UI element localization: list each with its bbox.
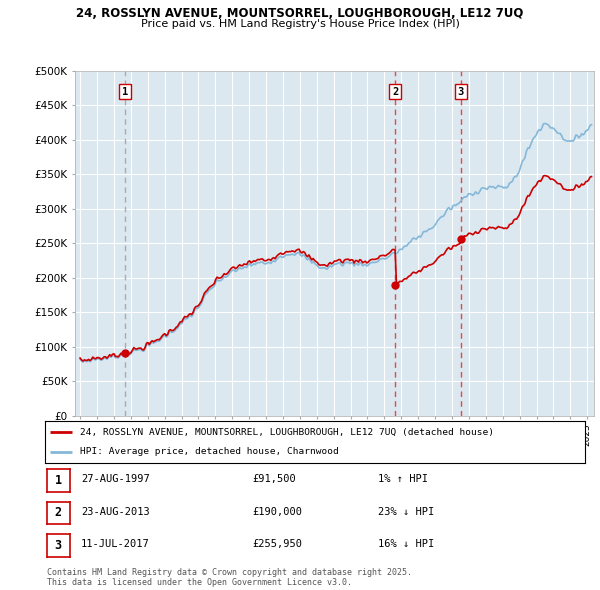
Text: 1% ↑ HPI: 1% ↑ HPI (378, 474, 428, 484)
Text: 24, ROSSLYN AVENUE, MOUNTSORREL, LOUGHBOROUGH, LE12 7UQ: 24, ROSSLYN AVENUE, MOUNTSORREL, LOUGHBO… (76, 7, 524, 20)
Text: £91,500: £91,500 (252, 474, 296, 484)
Text: HPI: Average price, detached house, Charnwood: HPI: Average price, detached house, Char… (80, 447, 339, 456)
Text: 24, ROSSLYN AVENUE, MOUNTSORREL, LOUGHBOROUGH, LE12 7UQ (detached house): 24, ROSSLYN AVENUE, MOUNTSORREL, LOUGHBO… (80, 428, 494, 437)
Text: 27-AUG-1997: 27-AUG-1997 (81, 474, 150, 484)
Text: 2: 2 (392, 87, 398, 97)
Text: 3: 3 (458, 87, 464, 97)
Text: 1: 1 (122, 87, 128, 97)
Text: 11-JUL-2017: 11-JUL-2017 (81, 539, 150, 549)
Text: 23-AUG-2013: 23-AUG-2013 (81, 507, 150, 517)
Text: 23% ↓ HPI: 23% ↓ HPI (378, 507, 434, 517)
Text: Price paid vs. HM Land Registry's House Price Index (HPI): Price paid vs. HM Land Registry's House … (140, 19, 460, 29)
Text: 2: 2 (55, 506, 62, 519)
Text: 3: 3 (55, 539, 62, 552)
Text: 1: 1 (55, 474, 62, 487)
Text: £255,950: £255,950 (252, 539, 302, 549)
Text: Contains HM Land Registry data © Crown copyright and database right 2025.
This d: Contains HM Land Registry data © Crown c… (47, 568, 412, 587)
Text: £190,000: £190,000 (252, 507, 302, 517)
Text: 16% ↓ HPI: 16% ↓ HPI (378, 539, 434, 549)
